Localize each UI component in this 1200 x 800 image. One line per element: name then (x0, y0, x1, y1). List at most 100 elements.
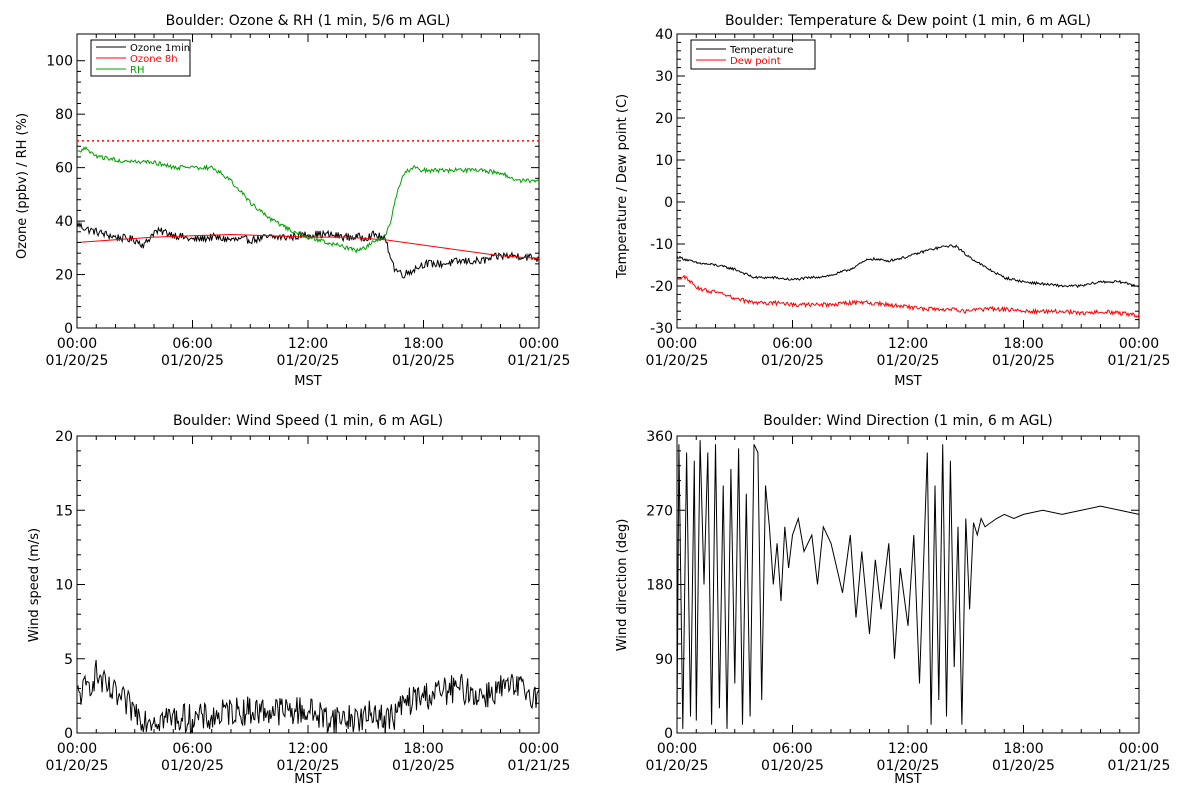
panel-wind-speed: Boulder: Wind Speed (1 min, 6 m AGL) Win… (27, 413, 570, 787)
x-tick-time-label: 00:00 (657, 336, 697, 352)
x-axis-label: MST (894, 374, 921, 389)
x-tick-time-label: 12:00 (888, 741, 928, 757)
x-tick-time-label: 18:00 (403, 336, 443, 352)
y-axis-label: Wind speed (m/s) (27, 528, 42, 642)
x-tick-time-label: 12:00 (288, 741, 328, 757)
x-tick-time-label: 00:00 (1119, 336, 1159, 352)
y-axis-label: Ozone (ppbv) / RH (%) (15, 113, 30, 259)
x-tick-time-label: 06:00 (172, 336, 212, 352)
y-tick-label: 20 (55, 268, 73, 284)
y-tick-label: 20 (55, 429, 73, 445)
legend-label-ozone-8h: Ozone 8h (130, 54, 178, 65)
x-tick-time-label: 06:00 (772, 741, 812, 757)
x-tick-time-label: 06:00 (772, 336, 812, 352)
x-axis-label: MST (894, 772, 921, 787)
y-tick-label: 10 (655, 153, 673, 169)
panel-wind-direction: Boulder: Wind Direction (1 min, 6 m AGL)… (615, 413, 1170, 787)
plot-area (676, 440, 1140, 729)
x-tick-date-label: 01/20/25 (46, 353, 109, 369)
x-tick-date-label: 01/20/25 (46, 758, 109, 774)
x-axis-label: MST (294, 374, 321, 389)
y-tick-label: -30 (650, 321, 673, 337)
x-tick-time-label: 00:00 (657, 741, 697, 757)
x-tick-date-label: 01/21/25 (508, 758, 571, 774)
panel-ozone-rh: Boulder: Ozone & RH (1 min, 5/6 m AGL) O… (15, 13, 570, 389)
x-tick-date-label: 01/20/25 (161, 353, 224, 369)
plot-area (76, 659, 540, 735)
x-tick-date-label: 01/20/25 (646, 758, 709, 774)
legend: Temperature Dew point (690, 39, 816, 70)
y-tick-label: 80 (55, 107, 73, 123)
chart-title: Boulder: Temperature & Dew point (1 min,… (725, 13, 1091, 29)
x-tick-date-label: 01/20/25 (877, 758, 940, 774)
x-tick-date-label: 01/20/25 (392, 758, 455, 774)
y-tick-label: -10 (650, 237, 673, 253)
x-tick-time-label: 00:00 (57, 336, 97, 352)
x-tick-time-label: 18:00 (403, 741, 443, 757)
y-axis-label: Wind direction (deg) (615, 519, 630, 652)
legend-label-rh: RH (130, 65, 144, 76)
x-tick-date-label: 01/20/25 (992, 758, 1055, 774)
legend-label-ozone-1min: Ozone 1min (130, 43, 190, 54)
x-tick-date-label: 01/20/25 (761, 758, 824, 774)
y-tick-label: 40 (655, 27, 673, 43)
x-tick-date-label: 01/20/25 (277, 353, 340, 369)
y-tick-label: 180 (646, 578, 673, 594)
chart-title: Boulder: Wind Speed (1 min, 6 m AGL) (173, 413, 443, 429)
series-line-temperature (676, 244, 1140, 289)
x-tick-time-label: 00:00 (519, 336, 559, 352)
x-tick-date-label: 01/20/25 (161, 758, 224, 774)
x-tick-time-label: 18:00 (1003, 336, 1043, 352)
x-tick-date-label: 01/21/25 (1108, 353, 1171, 369)
legend: Ozone 1min Ozone 8h RH (90, 39, 191, 77)
y-tick-label: 5 (64, 652, 73, 668)
y-tick-label: 270 (646, 503, 673, 519)
y-tick-label: 30 (655, 69, 673, 85)
x-axis-label: MST (294, 772, 321, 787)
legend-label-temperature: Temperature (729, 45, 793, 56)
x-tick-date-label: 01/20/25 (646, 353, 709, 369)
legend-label-dew-point: Dew point (730, 56, 781, 67)
legend-box (90, 39, 191, 77)
y-tick-label: 0 (664, 726, 673, 742)
x-tick-time-label: 18:00 (1003, 741, 1043, 757)
x-tick-time-label: 12:00 (888, 336, 928, 352)
chart-title: Boulder: Ozone & RH (1 min, 5/6 m AGL) (166, 13, 451, 29)
x-tick-date-label: 01/20/25 (761, 353, 824, 369)
panel-temperature-dewpoint: Boulder: Temperature & Dew point (1 min,… (615, 13, 1170, 389)
series-line-ozone-1min (76, 220, 540, 279)
legend-box (690, 39, 816, 70)
series-line-series (76, 659, 540, 735)
y-tick-label: -20 (650, 279, 673, 295)
series-line-rh (76, 145, 540, 254)
x-tick-time-label: 12:00 (288, 336, 328, 352)
chart-title: Boulder: Wind Direction (1 min, 6 m AGL) (763, 413, 1052, 429)
y-tick-label: 0 (664, 195, 673, 211)
x-tick-time-label: 00:00 (519, 741, 559, 757)
y-tick-label: 40 (55, 214, 73, 230)
y-tick-label: 0 (64, 726, 73, 742)
y-tick-label: 20 (655, 111, 673, 127)
x-tick-date-label: 01/20/25 (992, 353, 1055, 369)
x-tick-date-label: 01/20/25 (877, 353, 940, 369)
x-tick-date-label: 01/20/25 (392, 353, 455, 369)
y-tick-label: 100 (46, 54, 73, 70)
y-tick-label: 90 (655, 652, 673, 668)
x-tick-date-label: 01/21/25 (508, 353, 571, 369)
series-line-series (676, 440, 1140, 729)
x-tick-time-label: 00:00 (1119, 741, 1159, 757)
x-tick-date-label: 01/21/25 (1108, 758, 1171, 774)
x-tick-time-label: 00:00 (57, 741, 97, 757)
plot-area (76, 140, 540, 279)
y-tick-label: 0 (64, 321, 73, 337)
y-tick-label: 10 (55, 578, 73, 594)
series-line-dew-point (676, 274, 1140, 319)
y-tick-label: 60 (55, 161, 73, 177)
y-tick-label: 360 (646, 429, 673, 445)
x-tick-time-label: 06:00 (172, 741, 212, 757)
plot-area (676, 244, 1140, 319)
y-axis-label: Temperature / Dew point (C) (615, 94, 630, 279)
x-tick-date-label: 01/20/25 (277, 758, 340, 774)
